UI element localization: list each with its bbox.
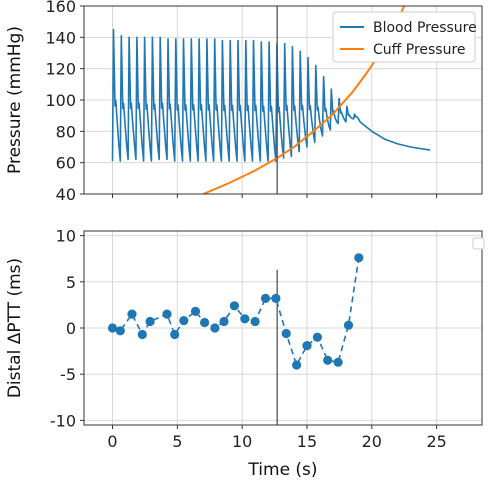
bottom-xtick-label: 5 [172, 432, 182, 451]
data-point [354, 253, 364, 263]
top-frame [83, 5, 483, 195]
data-point [292, 360, 302, 370]
series-line-distal-ptt [112, 257, 360, 368]
bottom-ytick-label: 5 [66, 273, 76, 292]
bottom-ytick-label: 0 [66, 319, 76, 338]
bottom-frame [83, 230, 483, 426]
data-point [115, 326, 125, 336]
data-point [333, 357, 343, 367]
data-point [162, 309, 172, 319]
data-point [190, 306, 201, 316]
top-ytick-label: 80 [56, 122, 76, 141]
bottom-chart: 0 5 10 15 20 25 -10 -5 0 5 10 Distal ΔPTT (ms) Tim… [5, 227, 485, 480]
data-point [137, 329, 147, 340]
data-point [170, 329, 180, 340]
data-point [145, 316, 155, 327]
top-chart: 40 60 80 100 120 140 160 Pressure (mmHg) Blood… [5, 0, 483, 204]
data-point [200, 317, 210, 328]
bottom-xtick-label: 10 [232, 432, 252, 451]
bottom-xtick-label: 0 [107, 432, 117, 451]
data-point [240, 314, 250, 324]
data-point [229, 301, 239, 311]
top-ytick-label: 160 [45, 0, 76, 16]
data-point [210, 323, 220, 333]
bottom-legend-empty [472, 237, 485, 250]
top-ylabel: Pressure (mmHg) [5, 26, 25, 174]
top-ytick-label: 120 [45, 60, 76, 79]
bottom-xlabel: Time (s) [247, 460, 317, 480]
top-ytick-label: 40 [56, 185, 76, 204]
top-ticks: 40 60 80 100 120 140 160 [45, 0, 438, 204]
top-legend: Blood Pressure Cuff Pressure [332, 11, 477, 63]
data-point [107, 323, 118, 333]
bottom-ylabel: Distal ΔPTT (ms) [5, 258, 25, 398]
top-ytick-label: 140 [45, 28, 76, 47]
bottom-ytick-label: 10 [56, 227, 76, 246]
data-point [302, 341, 312, 351]
bottom-series [107, 253, 364, 425]
top-ytick-label: 100 [45, 91, 76, 110]
data-point [179, 316, 189, 326]
data-point [250, 316, 260, 327]
top-ytick-label: 60 [56, 154, 76, 173]
bottom-xtick-label: 20 [362, 432, 382, 451]
series-line-blood-pressure [111, 28, 431, 162]
data-point [260, 293, 271, 303]
bottom-ytick-label: -10 [50, 411, 76, 430]
data-point [323, 355, 333, 365]
bottom-ticks: 0 5 10 15 20 25 -10 -5 0 5 10 [50, 227, 447, 451]
bottom-xtick-label: 15 [297, 432, 317, 451]
data-point [127, 309, 137, 319]
bottom-grid [84, 231, 482, 425]
data-point [312, 332, 322, 342]
data-point [271, 293, 281, 303]
data-point [281, 328, 291, 339]
data-point [219, 316, 229, 327]
bottom-xtick-label: 25 [426, 432, 446, 451]
legend-label-blood-pressure: Blood Pressure [373, 20, 477, 36]
data-point [343, 320, 354, 330]
legend-label-cuff-pressure: Cuff Pressure [373, 42, 466, 58]
bottom-ytick-label: -5 [60, 365, 76, 384]
legend-box [332, 11, 476, 63]
